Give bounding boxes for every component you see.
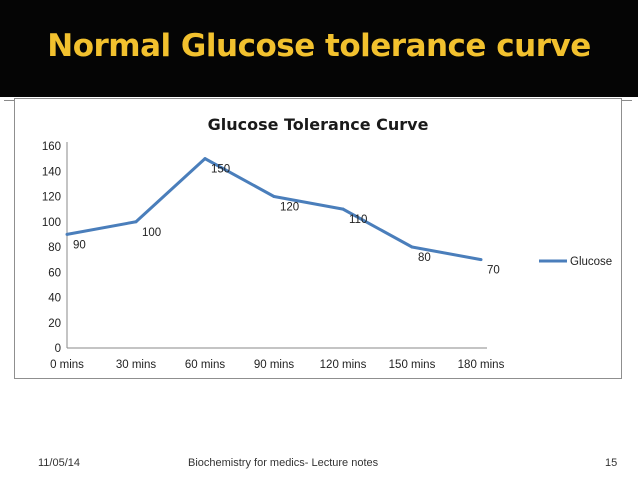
y-tick-label-80: 80 — [48, 242, 61, 254]
y-tick-label-40: 40 — [48, 293, 61, 305]
y-tick-label-20: 20 — [48, 318, 61, 330]
data-point-3 — [272, 195, 276, 198]
data-point-2 — [203, 157, 207, 161]
y-tick-label-0: 0 — [55, 343, 61, 355]
y-tick-label-100: 100 — [42, 217, 61, 229]
slide-title: Normal Glucose tolerance curve — [47, 28, 591, 64]
data-point-4 — [341, 207, 345, 211]
series-line-glucose — [66, 157, 482, 262]
x-tick-label-1: 30 mins — [116, 359, 157, 371]
data-label-3: 120 — [280, 202, 299, 214]
data-label-4: 110 — [349, 214, 367, 226]
x-tick-label-0: 0 mins — [50, 359, 84, 371]
data-label-5: 80 — [418, 252, 431, 264]
x-tick-label-4: 120 mins — [320, 359, 367, 371]
glucose-tolerance-chart: Glucose Tolerance Curve 0 20 40 60 80 100 120 14… — [42, 115, 612, 371]
data-label-6: 70 — [487, 265, 500, 277]
y-tick-label-60: 60 — [48, 267, 61, 279]
x-tick-label-2: 60 mins — [185, 359, 226, 371]
x-tick-label-5: 150 mins — [389, 359, 436, 371]
data-point-0 — [65, 232, 69, 236]
x-tick-label-6: 180 mins — [458, 359, 505, 371]
data-label-1: 100 — [142, 227, 161, 239]
data-point-1 — [134, 220, 138, 224]
legend-label-glucose: Glucose — [570, 256, 612, 268]
data-label-0: 90 — [73, 239, 86, 251]
chart-title: Glucose Tolerance Curve — [208, 115, 429, 134]
data-point-6 — [479, 258, 483, 262]
y-tick-label-120: 120 — [42, 192, 61, 204]
footer-center-text: Biochemistry for medics- Lecture notes — [188, 457, 379, 469]
footer-date: 11/05/14 — [38, 457, 81, 469]
slide-header: Normal Glucose tolerance curve — [0, 0, 638, 97]
data-label-2: 150 — [211, 164, 230, 176]
data-point-5 — [410, 245, 414, 249]
chart-frame: Glucose Tolerance Curve 0 20 40 60 80 100 120 14… — [14, 98, 622, 379]
x-tick-label-3: 90 mins — [254, 359, 295, 371]
y-tick-label-160: 160 — [42, 141, 61, 153]
y-tick-label-140: 140 — [42, 166, 61, 178]
footer-page-number: 15 — [605, 457, 618, 469]
